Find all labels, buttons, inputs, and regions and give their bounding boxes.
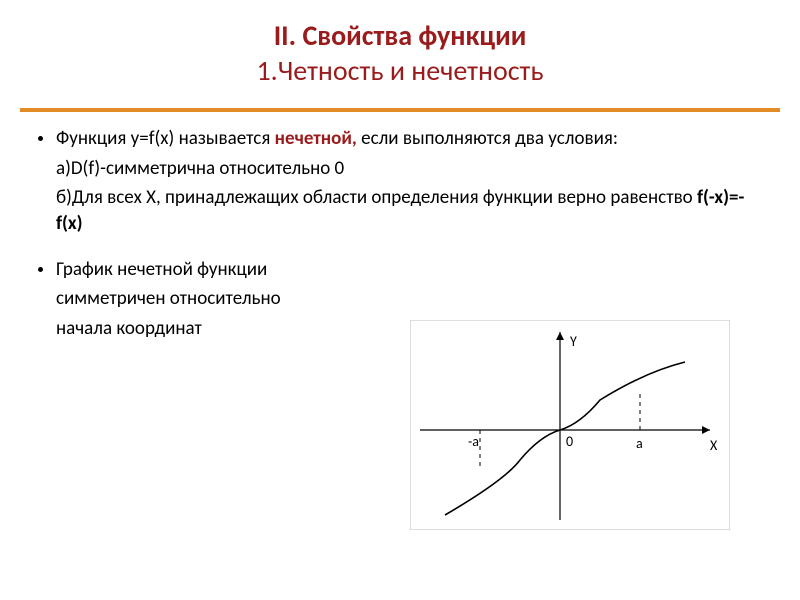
bullet-2: График нечетной функции: [56, 257, 760, 283]
b1-post: если выполняются два условия:: [357, 127, 618, 150]
title-line-1: II. Свойства функции: [0, 18, 800, 53]
b1-pre: Функция y=f(x) называется: [56, 127, 275, 150]
cond-a: а)D(f)-симметрична относительно 0: [56, 156, 760, 182]
odd-function-curve: [445, 362, 685, 515]
bullet-1: Функция y=f(x) называется нечетной, если…: [56, 126, 760, 152]
y-axis-arrow-icon: [556, 332, 564, 340]
x-axis-arrow-icon: [702, 426, 710, 434]
origin-label: 0: [566, 433, 573, 450]
cond-b: б)Для всех X, принадлежащих области опре…: [56, 185, 760, 236]
y-axis-label: Y: [570, 333, 577, 350]
line-3: симметричен относительно: [56, 286, 760, 312]
accent-bar: [20, 108, 780, 112]
graph-container: Y X 0 a -a: [410, 320, 730, 530]
neg-a-label: -a: [468, 433, 479, 450]
content-block: Функция y=f(x) называется нечетной, если…: [0, 126, 800, 341]
cond-b-pre: б)Для всех X, принадлежащих области опре…: [56, 186, 697, 209]
x-axis-label: X: [710, 437, 718, 454]
graph-svg: Y X 0 a -a: [410, 320, 730, 530]
title-line-2: 1.Четность и нечетность: [0, 53, 800, 88]
b1-highlight: нечетной,: [275, 127, 357, 150]
a-label: a: [636, 435, 643, 452]
